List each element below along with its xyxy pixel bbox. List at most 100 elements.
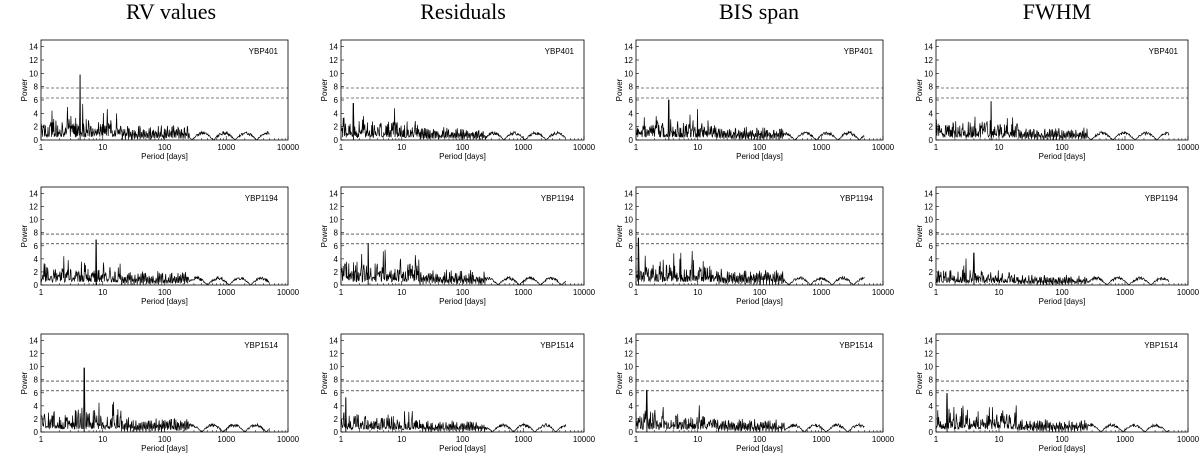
y-tick-label: 0 — [929, 136, 934, 145]
y-tick-label: 8 — [629, 376, 634, 385]
y-tick-label: 0 — [334, 428, 339, 437]
column-title-bis-span: BIS span — [719, 0, 799, 24]
x-tick-label: 10000 — [573, 435, 596, 444]
y-tick-label: 8 — [629, 83, 634, 92]
x-tick-label: 10000 — [872, 288, 895, 297]
y-tick-label: 8 — [34, 229, 39, 238]
x-tick-label: 10 — [693, 143, 702, 152]
y-tick-label: 4 — [334, 255, 339, 264]
x-tick-label: 1 — [339, 435, 344, 444]
y-tick-label: 6 — [34, 242, 39, 251]
x-tick-label: 10000 — [872, 435, 895, 444]
x-tick-label: 100 — [158, 435, 172, 444]
x-tick-label: 100 — [158, 288, 172, 297]
y-tick-label: 12 — [924, 350, 933, 359]
x-tick-label: 1 — [39, 288, 44, 297]
x-tick-label: 10000 — [1177, 435, 1200, 444]
y-tick-label: 0 — [334, 136, 339, 145]
y-tick-label: 14 — [924, 337, 933, 346]
x-tick-label: 1000 — [1116, 435, 1134, 444]
y-tick-label: 6 — [629, 96, 634, 105]
y-tick-label: 12 — [624, 350, 633, 359]
x-tick-label: 10 — [397, 435, 406, 444]
y-axis-label: Power — [20, 78, 29, 101]
x-tick-label: 100 — [456, 435, 470, 444]
y-tick-label: 14 — [29, 43, 38, 52]
column-titles: RV values Residuals BIS span FWHM — [126, 0, 1091, 24]
y-tick-label: 14 — [624, 43, 633, 52]
periodogram-line — [40, 239, 270, 286]
x-tick-label: 1000 — [217, 435, 235, 444]
x-tick-label: 1000 — [514, 143, 532, 152]
x-tick-label: 1000 — [1116, 288, 1134, 297]
y-tick-label: 2 — [629, 123, 634, 132]
y-tick-label: 14 — [329, 337, 338, 346]
star-name-label: YBP401 — [545, 47, 575, 56]
x-tick-label: 10000 — [573, 288, 596, 297]
x-axis-label: Period [days] — [141, 444, 188, 453]
panel-bis-span-ybp401: 0 2 4 6 8 10 12 14 1 10 100 1000 10000 Period [days] P… — [615, 39, 895, 161]
star-name-label: YBP1514 — [839, 341, 873, 350]
y-tick-label: 8 — [334, 83, 339, 92]
y-tick-label: 10 — [29, 69, 38, 78]
panel-bis-span-ybp1194: 0 2 4 6 8 10 12 14 1 10 100 1000 10000 Period [days] P… — [615, 186, 895, 306]
x-tick-label: 10 — [98, 288, 107, 297]
x-tick-label: 1 — [634, 435, 639, 444]
x-tick-label: 100 — [456, 288, 470, 297]
y-tick-label: 10 — [29, 363, 38, 372]
y-tick-label: 8 — [929, 83, 934, 92]
panel-residuals-ybp1514: 0 2 4 6 8 10 12 14 1 10 100 1000 10000 Period [days] P… — [320, 333, 596, 453]
x-axis-label: Period [days] — [736, 152, 783, 161]
y-tick-label: 0 — [629, 428, 634, 437]
y-tick-label: 12 — [329, 203, 338, 212]
y-tick-label: 6 — [929, 96, 934, 105]
y-tick-label: 6 — [629, 242, 634, 251]
y-tick-label: 0 — [929, 428, 934, 437]
y-tick-label: 12 — [329, 350, 338, 359]
y-tick-label: 10 — [329, 69, 338, 78]
y-tick-label: 12 — [29, 56, 38, 65]
y-tick-label: 4 — [34, 109, 39, 118]
star-name-label: YBP1194 — [245, 194, 279, 203]
column-title-rv-values: RV values — [126, 0, 216, 24]
x-tick-label: 10 — [98, 143, 107, 152]
x-tick-label: 10 — [98, 435, 107, 444]
star-name-label: YBP1514 — [244, 341, 278, 350]
periodogram-line — [635, 237, 865, 286]
y-tick-label: 6 — [34, 96, 39, 105]
x-tick-label: 10 — [693, 435, 702, 444]
panel-residuals-ybp401: 0 2 4 6 8 10 12 14 1 10 100 1000 10000 Period [days] P… — [320, 39, 596, 161]
star-name-label: YBP1194 — [541, 194, 575, 203]
x-tick-label: 1 — [634, 288, 639, 297]
x-tick-label: 1000 — [514, 288, 532, 297]
star-name-label: YBP401 — [1149, 47, 1179, 56]
star-name-label: YBP1514 — [1144, 341, 1178, 350]
y-tick-label: 12 — [29, 350, 38, 359]
y-tick-label: 6 — [34, 389, 39, 398]
star-name-label: YBP1194 — [840, 194, 874, 203]
y-tick-label: 6 — [334, 242, 339, 251]
x-tick-label: 10 — [995, 435, 1004, 444]
x-tick-label: 1 — [339, 143, 344, 152]
x-axis-label: Period [days] — [1039, 444, 1086, 453]
x-axis-label: Period [days] — [141, 152, 188, 161]
y-tick-label: 10 — [29, 216, 38, 225]
y-tick-label: 2 — [334, 268, 339, 277]
y-tick-label: 8 — [34, 83, 39, 92]
y-tick-label: 14 — [624, 190, 633, 199]
y-tick-label: 4 — [34, 255, 39, 264]
y-tick-label: 4 — [929, 402, 934, 411]
y-tick-label: 8 — [629, 229, 634, 238]
x-tick-label: 1000 — [812, 288, 830, 297]
periodogram-line — [340, 397, 567, 433]
y-axis-label: Power — [915, 224, 924, 247]
x-tick-label: 1000 — [1116, 143, 1134, 152]
y-tick-label: 14 — [924, 190, 933, 199]
x-tick-label: 100 — [1055, 143, 1069, 152]
x-tick-label: 100 — [753, 435, 767, 444]
x-axis-label: Period [days] — [439, 297, 486, 306]
y-tick-label: 12 — [924, 56, 933, 65]
y-tick-label: 10 — [624, 216, 633, 225]
